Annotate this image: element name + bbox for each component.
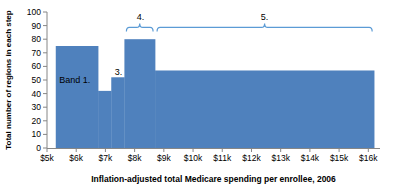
y-tick-label: 0 [36,143,41,153]
x-tick [222,148,223,152]
x-tick [339,148,340,152]
step-bar [155,70,374,148]
annotation: 5. [261,12,269,22]
x-tick-label: $14k [301,153,320,163]
y-tick [43,12,47,13]
y-tick-label: 10 [32,129,42,139]
y-tick [43,66,47,67]
x-tick [163,148,164,152]
annotation: 3. [115,67,123,77]
y-tick-label: 20 [32,116,42,126]
y-tick [43,107,47,108]
y-tick [43,93,47,94]
x-tick-label: $8k [128,153,142,163]
y-tick [43,134,47,135]
chart: 0 10 20 30 40 50 60 70 80 90 100 $5k $6k $7k $8k $9k $10… [0,0,400,190]
x-tick-label: $7k [99,153,113,163]
x-tick [134,148,135,152]
y-tick-label: 70 [32,48,42,58]
step-bar [124,39,155,148]
x-tick-label: $15k [330,153,349,163]
y-tick-label: 60 [32,61,42,71]
y-tick-label: 100 [27,7,41,17]
y-tick [43,39,47,40]
x-axis [47,148,380,149]
x-tick [193,148,194,152]
x-tick-label: $13k [271,153,290,163]
step-bar [111,77,124,148]
x-tick-label: $6k [69,153,83,163]
y-axis-title: Total number of regions in each step [4,10,13,150]
x-tick-label: $5k [40,153,54,163]
step-bar [56,46,99,148]
x-tick-label: $11k [213,153,232,163]
brace [157,23,372,31]
x-tick [309,148,310,152]
y-tick-label: 80 [32,34,42,44]
annotation: Band 1. [59,75,90,85]
y-tick-label: 30 [32,102,42,112]
x-tick-label: $12k [242,153,261,163]
y-tick [43,148,47,149]
x-tick [280,148,281,152]
bars [56,39,375,148]
x-tick [47,148,48,152]
annotation: 4. [137,12,145,22]
y-tick [43,80,47,81]
x-tick-label: $10k [184,153,203,163]
x-tick [76,148,77,152]
x-tick [105,148,106,152]
x-tick-label: $16k [359,153,378,163]
step-bar [98,91,111,148]
y-tick-label: 50 [32,75,42,85]
x-tick [368,148,369,152]
x-tick [251,148,252,152]
y-tick-label: 90 [32,21,42,31]
y-tick [43,52,47,53]
x-tick-label: $9k [157,153,171,163]
y-tick [43,120,47,121]
y-tick-label: 40 [32,89,42,99]
x-axis-title: Inflation-adjusted total Medicare spendi… [91,174,336,184]
brace [126,23,153,31]
y-tick [43,25,47,26]
